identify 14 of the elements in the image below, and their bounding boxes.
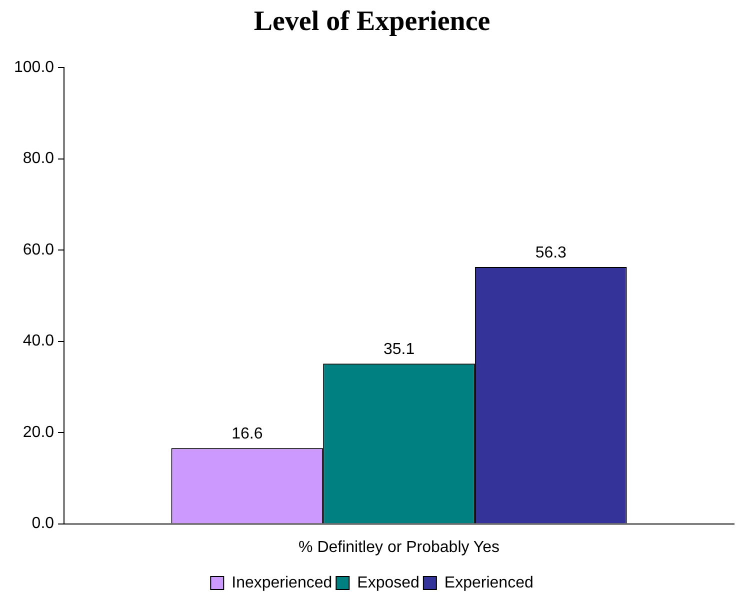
y-tick-label: 60.0 — [22, 241, 54, 258]
data-label: 35.1 — [383, 341, 415, 358]
legend-label: Experienced — [444, 574, 534, 592]
data-label: 16.6 — [232, 425, 263, 442]
y-tick-label: 100.0 — [14, 59, 54, 76]
data-label: 56.3 — [535, 244, 567, 262]
x-tick-label: % Definitley or Probably Yes — [298, 538, 500, 556]
legend-label: Exposed — [357, 574, 420, 592]
y-tick-label: 20.0 — [22, 424, 54, 441]
y-tick-label: 80.0 — [22, 150, 54, 168]
y-tick-label: 40.0 — [22, 332, 54, 350]
y-tick-label: 0.0 — [32, 515, 54, 532]
chart-title: Level of Experience — [254, 6, 490, 38]
legend-label: Inexperienced — [232, 574, 332, 592]
